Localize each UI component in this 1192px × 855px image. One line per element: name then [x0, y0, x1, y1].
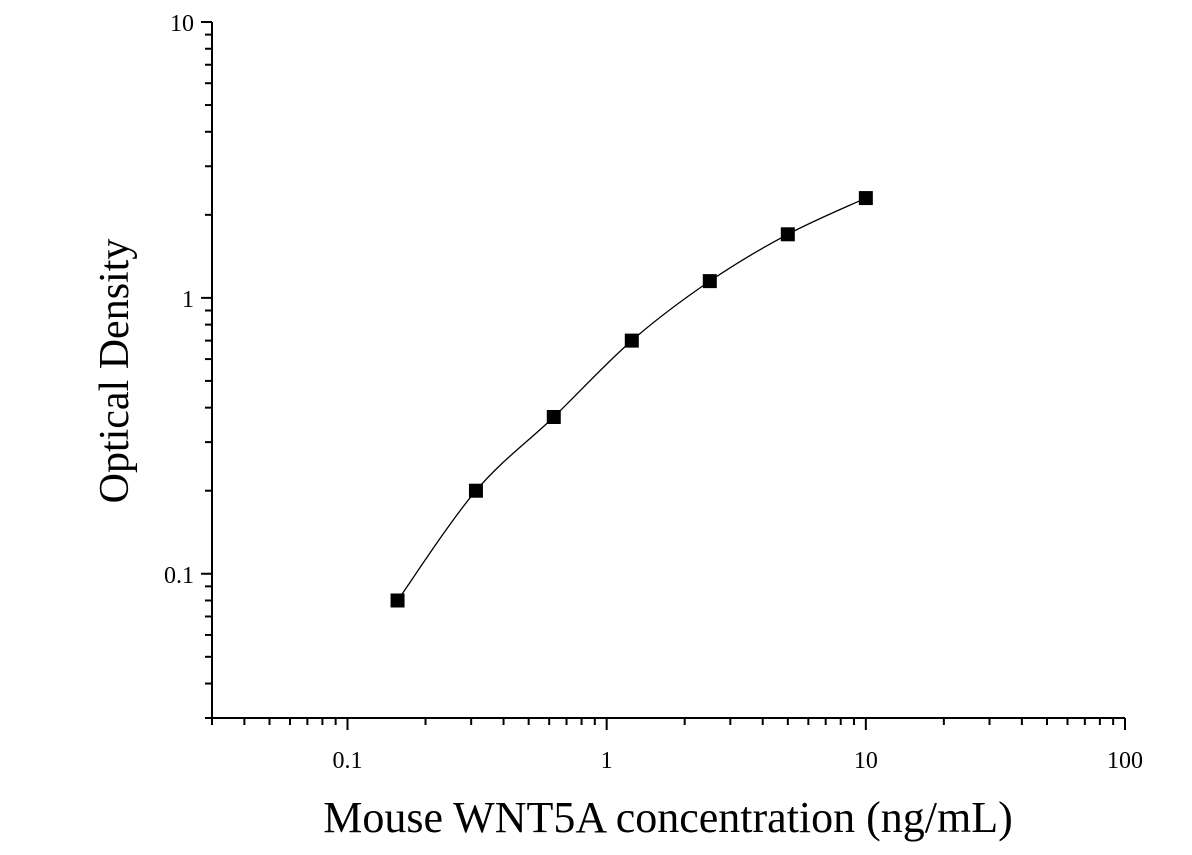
x-tick-label: 0.1	[333, 748, 363, 774]
data-point	[468, 483, 483, 498]
data-point	[624, 333, 639, 348]
data-points	[390, 191, 873, 608]
x-tick-label: 1	[601, 748, 613, 774]
fit-curve-layer	[397, 197, 867, 601]
data-point	[858, 191, 873, 206]
fit-curve	[397, 197, 867, 601]
x-tick-label: 10	[854, 748, 878, 774]
y-tick-label: 1	[182, 287, 194, 313]
data-point	[780, 227, 795, 242]
x-tick-label: 100	[1107, 748, 1143, 774]
axes	[211, 22, 1125, 719]
y-axis-label: Optical Density	[92, 239, 138, 504]
ticks: 0.1 1 10 100 0.1 1 10	[164, 11, 1143, 774]
data-point	[546, 409, 561, 424]
y-tick-label: 0.1	[164, 563, 194, 589]
x-axis-label: Mouse WNT5A concentration (ng/mL)	[323, 793, 1013, 842]
data-point	[390, 593, 405, 608]
data-point	[702, 274, 717, 289]
y-tick-label: 10	[170, 11, 194, 37]
